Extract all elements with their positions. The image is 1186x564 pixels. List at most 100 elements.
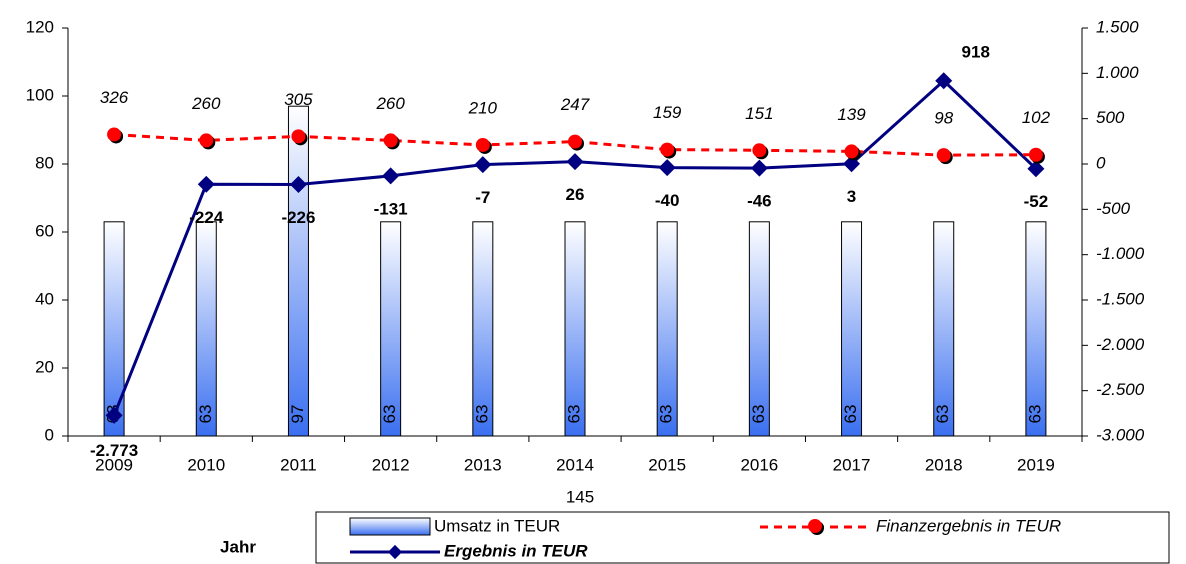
data-label: 918	[962, 42, 990, 61]
x-tick-label: 2009	[95, 455, 133, 474]
x-axis-label: Jahr	[220, 537, 256, 556]
x-tick-label: 2014	[556, 455, 594, 474]
data-label: 151	[745, 104, 773, 123]
bar-value-label: 63	[749, 405, 768, 424]
data-label: 3	[847, 187, 856, 206]
bar	[748, 221, 770, 437]
y2-tick-label: 1.500	[1096, 17, 1139, 36]
legend-swatch	[349, 517, 431, 536]
bar	[195, 221, 217, 437]
legend-swatch	[808, 519, 822, 533]
point	[291, 129, 306, 144]
legend-box	[315, 511, 1170, 564]
x-tick-label: 2015	[648, 455, 686, 474]
point	[936, 148, 951, 163]
y-tick-label: 40	[35, 289, 54, 308]
point	[568, 134, 582, 149]
y-tick-label: 100	[26, 85, 54, 104]
data-label: 102	[1022, 108, 1051, 127]
y-tick-label: 60	[35, 221, 54, 240]
bar	[841, 221, 863, 437]
y2-tick-label: 1.000	[1096, 63, 1139, 82]
point	[752, 143, 767, 158]
y-tick-label: 80	[35, 153, 54, 172]
legend-swatch	[387, 544, 403, 560]
data-label: -2.773	[90, 441, 138, 460]
point	[289, 176, 307, 193]
data-label: 26	[566, 185, 585, 204]
y2-tick-label: -2.500	[1096, 380, 1145, 399]
point	[105, 406, 123, 424]
x-tick-label: 2010	[187, 455, 225, 474]
point	[383, 133, 398, 148]
legend-label: Finanzergebnis in TEUR	[876, 516, 1061, 535]
data-label: -46	[747, 192, 772, 211]
legend-label: Umsatz in TEUR	[434, 516, 560, 535]
bar	[1025, 221, 1047, 437]
data-label: 247	[560, 95, 590, 114]
bar-value-label: 63	[196, 405, 215, 424]
bar	[564, 221, 586, 437]
y2-tick-label: -500	[1096, 199, 1131, 218]
point	[107, 127, 122, 142]
bar	[656, 221, 678, 437]
data-label: -40	[655, 191, 680, 210]
data-label: -226	[281, 208, 315, 227]
point	[199, 133, 214, 148]
point	[660, 142, 675, 157]
y2-tick-label: 0	[1096, 153, 1106, 172]
x-tick-label: 2011	[280, 455, 317, 474]
bar-value-label: 63	[841, 405, 860, 424]
bar-value-label: 63	[657, 405, 676, 424]
bar	[380, 221, 402, 437]
data-label: -131	[374, 199, 408, 218]
point	[750, 159, 768, 177]
bar-value-label: 63	[564, 405, 583, 424]
x-tick-label: 2019	[1017, 455, 1055, 474]
bar-value-label: 63	[1025, 405, 1044, 424]
point	[844, 144, 859, 159]
y2-tick-label: -3.000	[1096, 425, 1145, 444]
y2-tick-label: -2.000	[1096, 335, 1145, 354]
point	[382, 167, 400, 185]
data-label: 260	[375, 94, 405, 113]
y2-tick-label: 500	[1096, 108, 1125, 127]
data-label: 305	[284, 90, 313, 109]
data-label: 326	[100, 88, 129, 107]
bar-value-label: 63	[933, 405, 952, 424]
bar	[103, 221, 125, 437]
annotation: 145	[566, 487, 594, 506]
y-tick-label: 120	[26, 17, 54, 36]
x-tick-label: 2018	[925, 455, 963, 474]
x-tick-label: 2017	[833, 455, 871, 474]
point	[1028, 147, 1043, 162]
point	[197, 175, 215, 193]
y2-tick-label: -1.000	[1096, 244, 1145, 263]
point	[566, 153, 584, 171]
data-label: -7	[475, 188, 490, 207]
x-tick-label: 2016	[740, 455, 778, 474]
legend-label: Ergebnis in TEUR	[444, 541, 588, 560]
y-tick-label: 0	[45, 425, 54, 444]
bar	[287, 105, 309, 437]
point	[658, 159, 676, 177]
x-tick-label: 2012	[372, 455, 410, 474]
data-label: 139	[837, 105, 866, 124]
point	[475, 137, 490, 152]
data-label: -224	[189, 208, 224, 227]
point	[474, 156, 492, 174]
bar-value-label: 63	[380, 405, 399, 424]
data-label: 159	[653, 103, 682, 122]
bar	[472, 221, 494, 437]
x-tick-label: 2013	[464, 455, 502, 474]
data-label: 98	[934, 109, 953, 128]
bar-value-label: 63	[472, 405, 491, 424]
data-label: 260	[191, 94, 221, 113]
bar-value-label: 97	[288, 405, 307, 424]
point	[935, 72, 953, 90]
data-label: -52	[1024, 192, 1049, 211]
y-tick-label: 20	[35, 357, 54, 376]
y2-tick-label: -1.500	[1096, 289, 1145, 308]
bar	[933, 221, 955, 437]
